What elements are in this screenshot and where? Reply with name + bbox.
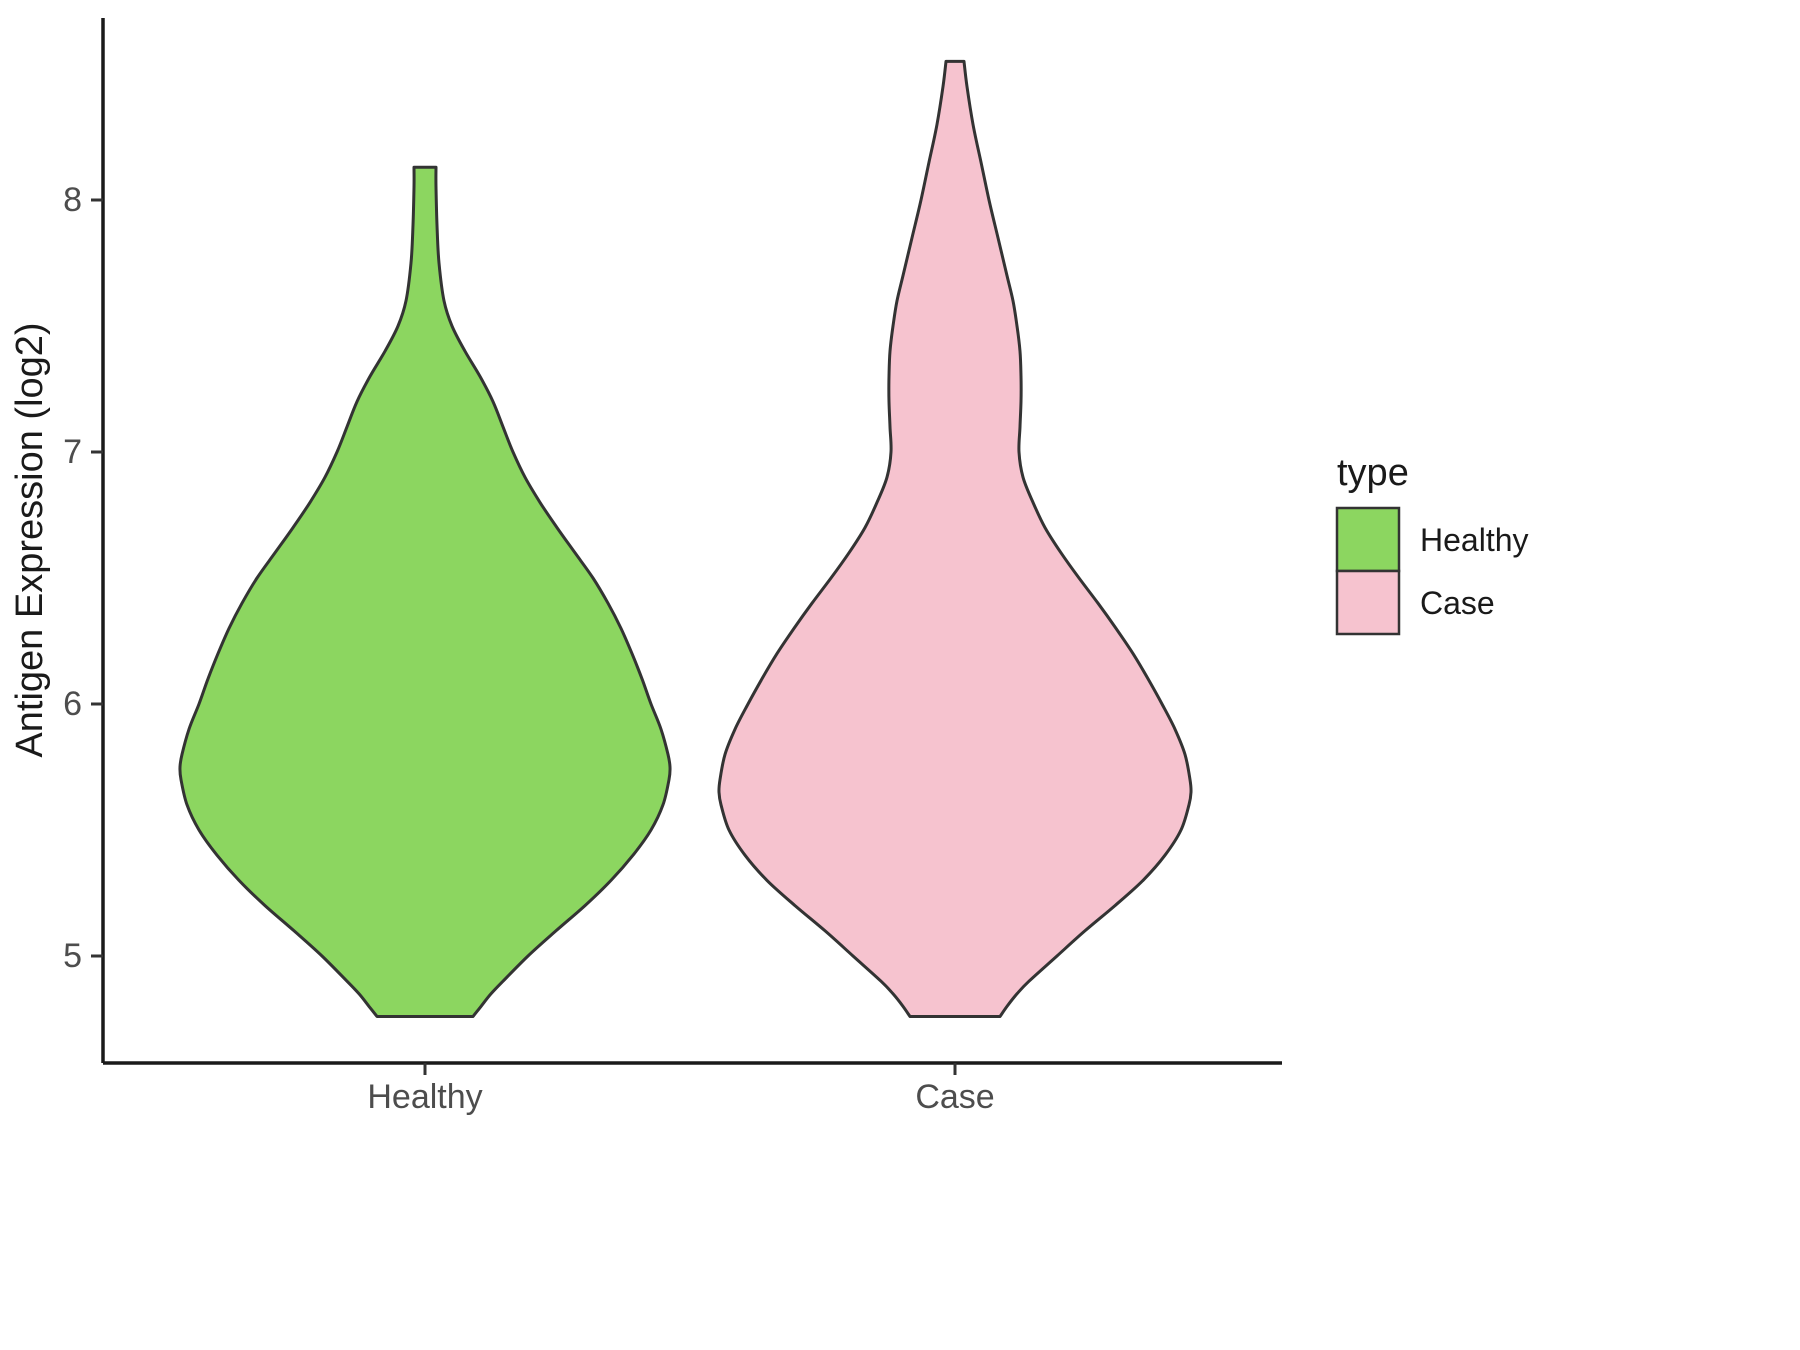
legend-title: type xyxy=(1337,452,1409,494)
violins-layer xyxy=(178,59,1193,1018)
x-category-label-healthy: Healthy xyxy=(367,1078,482,1116)
y-tick-label: 5 xyxy=(63,937,82,975)
y-axis-title: Antigen Expression (log2) xyxy=(9,322,51,757)
y-tick-label: 8 xyxy=(63,181,82,219)
violin-healthy xyxy=(178,165,672,1018)
x-category-label-case: Case xyxy=(915,1078,994,1116)
legend-label-case: Case xyxy=(1420,585,1495,621)
y-tick-label: 6 xyxy=(63,685,82,723)
legend-label-healthy: Healthy xyxy=(1420,522,1529,558)
y-tick-label: 7 xyxy=(63,433,82,471)
legend-swatch-healthy xyxy=(1335,506,1401,573)
violin-case xyxy=(717,59,1193,1018)
legend-swatch-case xyxy=(1335,569,1401,636)
legend: type Healthy Case xyxy=(1335,452,1529,636)
